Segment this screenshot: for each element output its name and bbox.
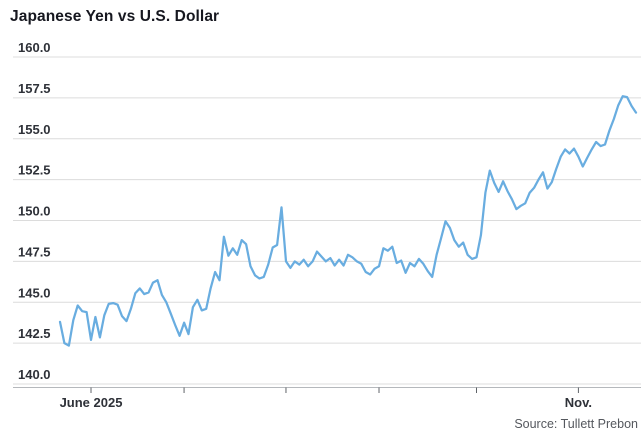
y-axis-label: 147.5	[18, 244, 51, 259]
y-axis-label: 140.0	[18, 367, 51, 382]
x-axis-label: Nov.	[565, 395, 592, 410]
y-axis-label: 160.0	[18, 40, 51, 55]
source-attribution: Source: Tullett Prebon	[514, 417, 638, 431]
y-axis-label: 155.0	[18, 122, 51, 137]
y-axis-label: 152.5	[18, 163, 51, 178]
price-line	[58, 95, 638, 347]
y-axis-label: 142.5	[18, 326, 51, 341]
y-axis-label: 145.0	[18, 285, 51, 300]
chart-title: Japanese Yen vs U.S. Dollar	[10, 8, 220, 25]
y-axis-label: 150.0	[18, 204, 51, 219]
y-axis-label: 157.5	[18, 81, 51, 96]
x-axis-label: June 2025	[60, 395, 123, 410]
